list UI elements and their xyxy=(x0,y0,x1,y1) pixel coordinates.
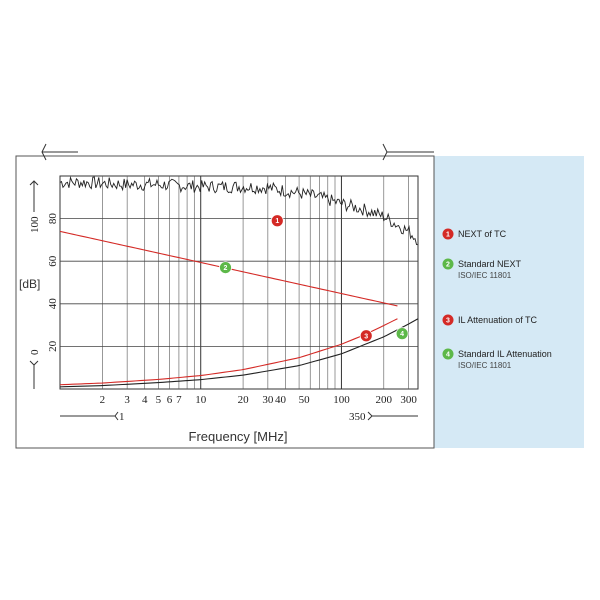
legend-sublabel: ISO/IEC 11801 xyxy=(458,271,512,280)
y-tick-label: 20 xyxy=(47,340,59,352)
x-tick-label: 5 xyxy=(156,394,162,406)
x-tick-label: 200 xyxy=(376,394,393,406)
legend-label: Standard IL Attenuation xyxy=(458,349,552,359)
x-range-max-label: 350 xyxy=(349,411,366,423)
series-marker-4: 4 xyxy=(395,327,409,341)
series-marker-1: 1 xyxy=(270,214,284,228)
legend-item-3: 3 IL Attenuation of TC xyxy=(442,314,538,326)
legend-number: 4 xyxy=(446,352,450,359)
x-range-bottom: 1 350 xyxy=(60,411,418,423)
legend-number-icon xyxy=(442,258,454,270)
series-marker-number: 4 xyxy=(400,331,404,338)
x-range-min-label: 1 xyxy=(119,411,125,423)
x-tick-label: 30 xyxy=(262,394,274,406)
y-tick-label: 80 xyxy=(47,213,59,225)
series-marker-3: 3 xyxy=(359,329,373,343)
series-line-4 xyxy=(59,318,419,388)
legend-item-1: 1 NEXT of TC xyxy=(442,228,507,240)
series-line-3 xyxy=(59,318,398,386)
legend-item-2: 2 Standard NEXT ISO/IEC 11801 xyxy=(442,258,522,280)
legend-number: 2 xyxy=(446,262,450,269)
legend-number-icon xyxy=(442,228,454,240)
series-marker-number: 3 xyxy=(364,333,368,340)
y-range-min-label: 0 xyxy=(29,349,41,355)
legend-panel xyxy=(434,156,584,448)
x-axis-ticks: 2 3 4 5 6 7 10 20 30 40 50 100 200 300 xyxy=(100,394,418,406)
legend-label: Standard NEXT xyxy=(458,259,522,269)
legend-label: NEXT of TC xyxy=(458,229,507,239)
x-tick-label: 2 xyxy=(100,394,106,406)
x-tick-label: 3 xyxy=(124,394,130,406)
x-tick-label: 4 xyxy=(142,394,148,406)
y-axis-ticks: 20 40 60 80 xyxy=(47,213,59,352)
series-markers: 1 2 3 4 xyxy=(219,214,409,343)
legend-number: 3 xyxy=(446,318,450,325)
grid xyxy=(60,176,418,389)
legend-number-icon xyxy=(442,348,454,360)
x-tick-label: 7 xyxy=(176,394,182,406)
legend-sublabel: ISO/IEC 11801 xyxy=(458,361,512,370)
x-axis-label: Frequency [MHz] xyxy=(189,429,288,444)
x-tick-label: 50 xyxy=(299,394,311,406)
plot-area xyxy=(59,175,419,390)
y-axis-label: [dB] xyxy=(19,277,40,291)
series-marker-number: 1 xyxy=(275,218,279,225)
y-tick-label: 40 xyxy=(47,298,59,310)
legend-item-4: 4 Standard IL Attenuation ISO/IEC 11801 xyxy=(442,348,552,370)
legend-number-icon xyxy=(442,314,454,326)
series-marker-number: 2 xyxy=(224,265,228,272)
series-line-1 xyxy=(59,175,419,246)
x-tick-label: 40 xyxy=(275,394,287,406)
y-tick-label: 60 xyxy=(47,255,59,267)
legend-label: IL Attenuation of TC xyxy=(458,315,538,325)
x-tick-label: 300 xyxy=(400,394,417,406)
legend: 1 NEXT of TC 2 Standard NEXT ISO/IEC 11801 3 I… xyxy=(442,228,552,370)
x-tick-label: 100 xyxy=(333,394,350,406)
x-tick-label: 6 xyxy=(167,394,173,406)
x-range-bracket xyxy=(41,143,434,161)
y-range-bracket: 100 0 xyxy=(29,180,41,389)
legend-number: 1 xyxy=(446,232,450,239)
y-range-max-label: 100 xyxy=(29,216,41,233)
x-range-min-arrow-icon xyxy=(114,411,119,421)
series-marker-2: 2 xyxy=(219,261,232,274)
x-tick-label: 10 xyxy=(195,394,207,406)
x-tick-label: 20 xyxy=(238,394,250,406)
